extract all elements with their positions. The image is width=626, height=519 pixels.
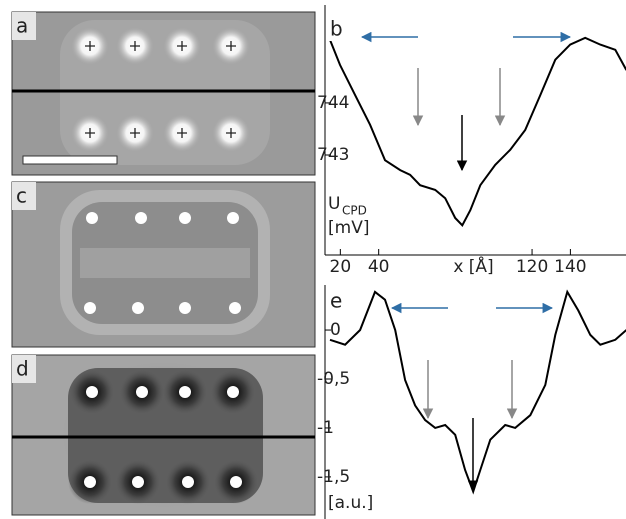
y-tick-label: 0 <box>330 320 341 340</box>
y-axis-label-sub: CPD <box>342 204 367 218</box>
charts: 743 744 20 40 120 140 x [Å] b U CPD[mV] 0 -0,5 -1 -1,… <box>317 5 626 519</box>
panel-label-box <box>327 287 349 315</box>
line-series <box>329 289 626 495</box>
panel-label: c <box>16 184 27 208</box>
x-tick-label: 40 <box>368 257 390 277</box>
line-series <box>329 36 626 227</box>
x-tick-label: 120 <box>516 257 548 277</box>
panel-label-box <box>327 13 349 41</box>
y-axis-label: [a.u.] <box>328 493 373 513</box>
y-axis-label-unit: [mV] <box>328 218 369 238</box>
y-tick-label: -0,5 <box>317 369 350 389</box>
x-tick-label: 20 <box>330 257 352 277</box>
panel-label: a <box>16 14 28 38</box>
y-tick-label: -1 <box>317 418 334 438</box>
panel-labels: a c d <box>12 12 36 383</box>
x-tick-label: 140 <box>554 257 586 277</box>
panel-label: b <box>330 17 343 41</box>
y-tick-label: 743 <box>317 145 349 165</box>
arrows <box>360 31 572 492</box>
panel-d-image <box>11 354 316 516</box>
y-tick-label: -1,5 <box>317 467 350 487</box>
y-tick-label: 744 <box>317 93 349 113</box>
panel-label: e <box>330 289 342 313</box>
panel-c-image <box>11 181 316 348</box>
panel-label: d <box>16 357 29 381</box>
y-axis-label: U <box>328 194 340 214</box>
x-axis-label: x [Å] <box>453 255 493 277</box>
panel-a-image <box>11 11 316 176</box>
